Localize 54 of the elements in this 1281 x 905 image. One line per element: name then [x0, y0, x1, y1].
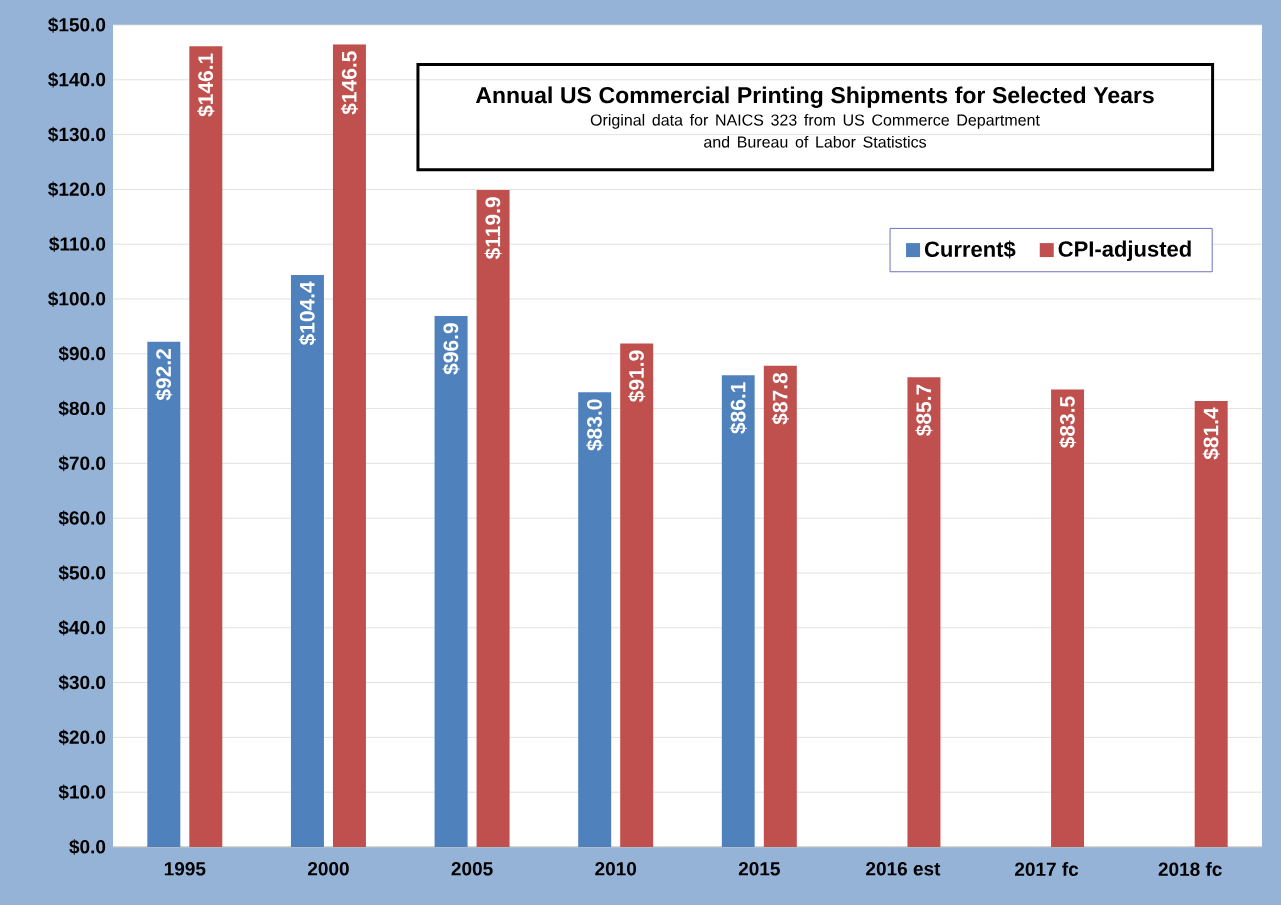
text: Original data for NAICS 323 from US Commerce Department and Bureau of Labor Statistics [590, 113, 1040, 148]
y-tick-label: $0.0 [69, 839, 106, 855]
bar [763, 365, 797, 847]
x-tick-label: 2017 fc [1015, 862, 1079, 877]
y-tick-label: $30.0 [58, 674, 106, 691]
x-tick-label: 2000 [307, 862, 349, 876]
x-tick-label: 2005 [451, 862, 493, 876]
data-label: $104.4 [298, 281, 317, 346]
bar [147, 341, 181, 847]
data-label: $96.9 [442, 323, 460, 375]
data-label: $86.1 [729, 382, 747, 434]
y-tick-label: $10.0 [58, 784, 106, 800]
data-label: $87.8 [771, 372, 789, 425]
y-tick-label: $70.0 [58, 455, 106, 472]
bar [721, 375, 755, 847]
data-label: $81.4 [1202, 407, 1220, 460]
text: Annual US Commercial Printing Shipments for Selected Years [475, 86, 1154, 108]
x-tick-label: 2015 [738, 862, 780, 876]
legend-label: Current$ [924, 240, 1016, 259]
bar [434, 315, 468, 847]
y-tick-label: $120.0 [48, 181, 106, 198]
y-tick-label: $80.0 [58, 400, 106, 417]
legend-label: CPI-adjusted [1058, 240, 1191, 262]
bar [620, 343, 654, 847]
data-label: $146.1 [197, 53, 215, 117]
y-tick-label: $150.0 [48, 17, 106, 33]
data-label: $91.9 [628, 350, 646, 403]
y-tick-label: $60.0 [58, 510, 106, 526]
bar [476, 189, 510, 847]
bar [1051, 389, 1085, 847]
bar [1194, 400, 1228, 847]
bar [189, 46, 223, 847]
data-label: $146.5 [340, 51, 359, 115]
bar [290, 274, 324, 847]
data-label: $85.7 [915, 384, 933, 437]
y-tick-label: $40.0 [58, 620, 106, 636]
x-tick-label: 2010 [595, 862, 637, 876]
data-label: $83.5 [1058, 396, 1077, 449]
y-tick-label: $140.0 [48, 72, 106, 88]
bar [907, 377, 941, 847]
y-tick-label: $50.0 [58, 565, 106, 581]
bar [332, 44, 366, 847]
x-tick-label: 1995 [164, 862, 206, 876]
x-tick-label: 2016 est [866, 862, 941, 876]
x-tick-label: 2018 fc [1158, 862, 1222, 877]
bar [578, 392, 612, 847]
data-label: $92.2 [155, 349, 173, 401]
y-tick-label: $100.0 [48, 291, 106, 307]
y-tick-label: $90.0 [58, 346, 106, 362]
y-tick-label: $130.0 [48, 126, 106, 143]
y-tick-label: $20.0 [58, 729, 106, 746]
data-label: $119.9 [484, 197, 502, 260]
y-tick-label: $110.0 [49, 236, 106, 252]
data-label: $83.0 [586, 399, 604, 451]
